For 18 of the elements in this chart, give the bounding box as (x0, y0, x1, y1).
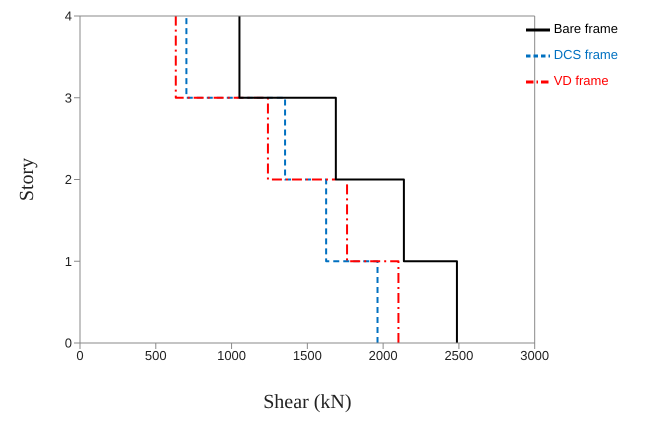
x-tick-label: 1000 (217, 348, 246, 364)
y-tick-label: 0 (64, 336, 72, 351)
y-axis-title: Story (16, 158, 38, 202)
y-tick-label: 2 (64, 172, 72, 188)
y-tick-label: 1 (64, 254, 72, 269)
x-tick-label: 0 (76, 348, 84, 364)
legend-label: Bare frame (554, 21, 618, 36)
y-tick-label: 4 (64, 8, 72, 24)
x-tick-label: 2500 (444, 348, 474, 364)
x-axis-title: Shear (kN) (263, 391, 352, 413)
x-tick-label: 1500 (292, 348, 322, 364)
legend-label: DCS frame (554, 47, 618, 62)
y-tick-label: 3 (64, 90, 72, 106)
legend-label: VD frame (554, 73, 609, 88)
x-tick-label: 2000 (368, 348, 398, 364)
x-tick-label: 3000 (520, 348, 550, 364)
line-series (238, 16, 458, 343)
x-tick-label: 500 (144, 348, 167, 364)
